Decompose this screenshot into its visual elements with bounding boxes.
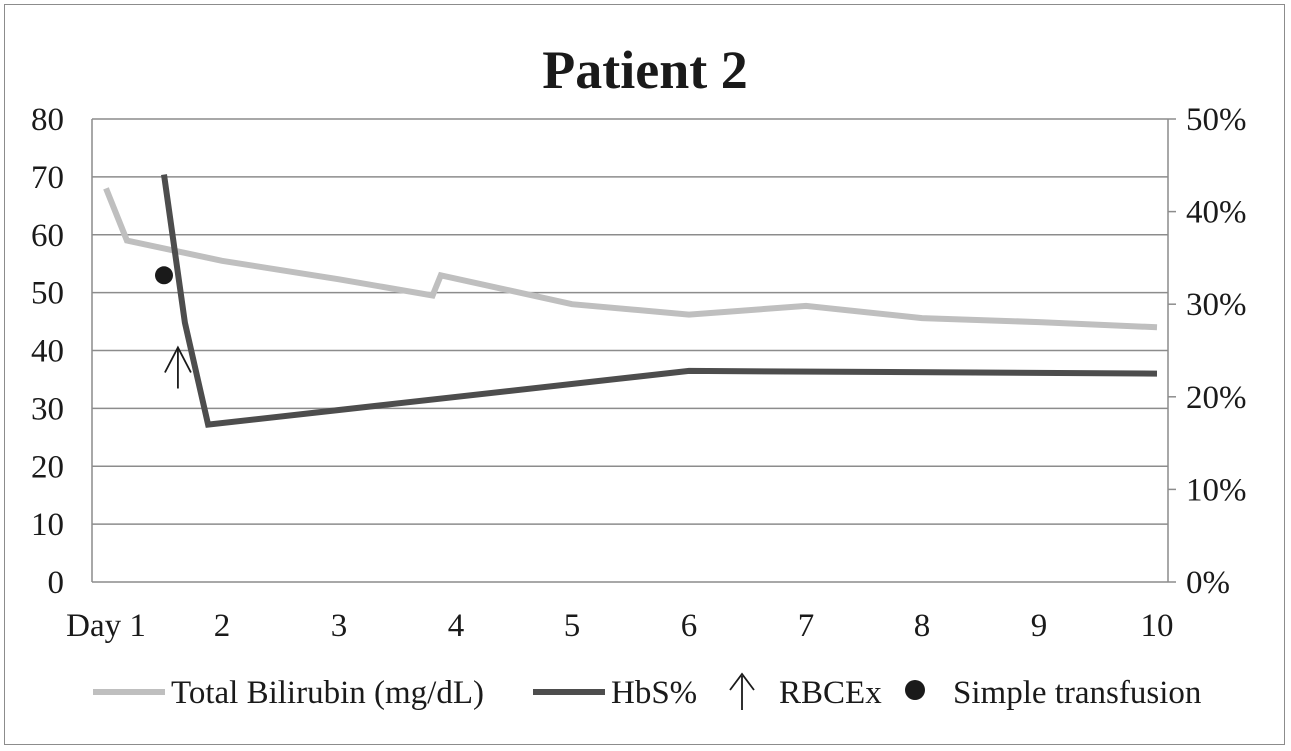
legend: Total Bilirubin (mg/dL) HbS% RBCEx Simple t… bbox=[93, 672, 1201, 711]
y2-tick-label: 0% bbox=[1186, 565, 1230, 601]
y2-tick-label: 30% bbox=[1186, 287, 1247, 323]
legend-label-hbs: HbS% bbox=[611, 675, 697, 711]
legend-label-rbcex: RBCEx bbox=[779, 675, 882, 711]
gridlines bbox=[92, 118, 1168, 583]
y-tick-label: 40 bbox=[31, 334, 64, 370]
x-tick-label: 10 bbox=[1141, 608, 1174, 644]
y-tick-label: 80 bbox=[31, 102, 64, 138]
legend-label-total-bilirubin: Total Bilirubin (mg/dL) bbox=[171, 675, 484, 711]
y-tick-label: 50 bbox=[31, 276, 64, 312]
annotation-markers bbox=[155, 266, 192, 389]
x-tick-label: 7 bbox=[798, 608, 815, 644]
x-tick-label: 9 bbox=[1031, 608, 1048, 644]
x-tick-label: 3 bbox=[331, 608, 348, 644]
legend-arrow-icon bbox=[729, 672, 755, 710]
series-line-hbs bbox=[161, 174, 1158, 428]
y-tick-label: 20 bbox=[31, 449, 64, 485]
x-tick-label: 4 bbox=[448, 608, 465, 644]
y-tick-label: 30 bbox=[31, 391, 64, 427]
y2-tick-label: 40% bbox=[1186, 195, 1247, 231]
y-tick-label: 70 bbox=[31, 160, 64, 196]
y2-tick-label: 10% bbox=[1186, 472, 1247, 508]
rbcex-arrow-marker bbox=[164, 345, 192, 389]
y-tick-label: 10 bbox=[31, 507, 64, 543]
x-tick-label: Day 1 bbox=[66, 608, 146, 644]
y2-tick-label: 20% bbox=[1186, 380, 1247, 416]
series-line-total-bilirubin-mg-dl bbox=[103, 187, 1158, 331]
axes: 0 10 20 30 40 50 60 70 80 0% 10% 20% 30% 40% 50% Day 1 2… bbox=[31, 102, 1247, 644]
y-tick-label: 60 bbox=[31, 218, 64, 254]
x-tick-label: 2 bbox=[214, 608, 231, 644]
x-tick-label: 8 bbox=[914, 608, 931, 644]
series-lines bbox=[103, 174, 1158, 428]
y-tick-label: 0 bbox=[48, 565, 65, 601]
legend-label-simple-transfusion: Simple transfusion bbox=[953, 675, 1201, 711]
chart-title: Patient 2 bbox=[542, 40, 747, 100]
x-tick-label: 5 bbox=[564, 608, 581, 644]
x-tick-label: 6 bbox=[681, 608, 698, 644]
y2-tick-label: 50% bbox=[1186, 102, 1247, 138]
legend-dot-icon bbox=[905, 680, 925, 700]
simple-transfusion-marker bbox=[155, 266, 173, 285]
